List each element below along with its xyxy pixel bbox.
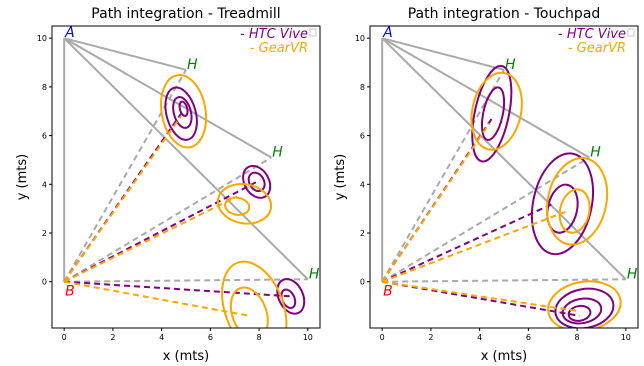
plot-area xyxy=(381,37,627,328)
x-tick-label: 10 xyxy=(621,333,631,342)
point-label-H-2: H xyxy=(627,266,638,282)
series-1-ellipse-1-1 xyxy=(558,188,591,234)
point-label-H-0: H xyxy=(505,57,516,73)
path-line-B-to-H2 xyxy=(64,278,308,283)
series-1-estimate-line-0 xyxy=(63,115,182,283)
series-1-estimate-line-2 xyxy=(382,280,578,312)
x-tick-label: 8 xyxy=(257,333,262,342)
plot-frame xyxy=(51,25,321,329)
y-tick-label: 10 xyxy=(355,34,365,43)
path-line-B-to-H0 xyxy=(381,69,505,283)
series-1-ellipse-2-0 xyxy=(221,260,288,328)
series-1-ellipse-0-0 xyxy=(160,74,208,149)
series-1-estimate-line-1 xyxy=(63,195,238,283)
y-tick-label: 2 xyxy=(42,229,47,238)
series-0-ellipse-0-0 xyxy=(164,86,198,141)
series-1-ellipse-1-0 xyxy=(546,157,609,246)
series-0-estimate-line-1 xyxy=(63,180,258,283)
x-tick-label: 8 xyxy=(575,333,580,342)
x-axis-label: x (mts) xyxy=(163,349,210,364)
chart-title: Path integration - Treadmill xyxy=(91,6,280,22)
legend-entry-htc-vive: - HTC Vive xyxy=(240,27,308,42)
legend-entry-gearvr: - GearVR xyxy=(568,41,626,56)
legend-box-icon xyxy=(309,28,317,37)
y-axis-label: y (mts) xyxy=(333,154,348,201)
chart-panel-0: Path integration - Treadmill A B H H H 0 2 4 6 8 10… xyxy=(15,6,321,364)
x-tick-label: 2 xyxy=(110,333,115,342)
y-tick-label: 10 xyxy=(37,34,47,43)
legend-entry-htc-vive: - HTC Vive xyxy=(558,27,626,42)
point-label-H-0: H xyxy=(187,57,198,73)
x-tick-label: 4 xyxy=(477,333,482,342)
x-tick-label: 4 xyxy=(159,333,164,342)
chart-title: Path integration - Touchpad xyxy=(408,6,601,22)
series-0-ellipse-1-1 xyxy=(546,183,579,234)
path-line-B-to-H0 xyxy=(63,69,187,283)
chart-panel-1: Path integration - Touchpad A B H H H 0 2 4 6 8 10 0… xyxy=(333,6,639,364)
series-0-ellipse-2-2 xyxy=(567,304,592,322)
point-label-H-1: H xyxy=(590,145,601,161)
y-tick-label: 2 xyxy=(360,229,365,238)
point-label-B: B xyxy=(383,284,393,300)
legend-entry-gearvr: - GearVR xyxy=(250,41,308,56)
series-0-ellipse-0-1 xyxy=(480,86,506,141)
series-0-ellipse-2-0 xyxy=(276,278,306,315)
y-tick-label: 6 xyxy=(360,132,365,141)
y-tick-label: 4 xyxy=(42,180,47,189)
series-1-ellipse-0-0 xyxy=(470,71,523,151)
series-0-ellipse-1-0 xyxy=(242,164,272,199)
x-tick-label: 2 xyxy=(428,333,433,342)
x-tick-label: 6 xyxy=(526,333,531,342)
series-0-ellipse-0-1 xyxy=(172,96,193,129)
path-line-B-to-H1 xyxy=(381,156,590,283)
path-line-B-to-H1 xyxy=(63,156,272,283)
y-tick-label: 0 xyxy=(42,278,47,287)
series-0-ellipse-0-0 xyxy=(471,64,513,163)
y-tick-label: 8 xyxy=(42,83,47,92)
y-tick-label: 4 xyxy=(360,180,365,189)
series-1-ellipse-2-0 xyxy=(547,280,622,328)
series-1-estimate-line-2 xyxy=(64,280,250,317)
x-tick-label: 6 xyxy=(208,333,213,342)
x-tick-label: 0 xyxy=(62,333,67,342)
path-line-A-to-H2 xyxy=(381,37,627,281)
series-1-ellipse-1-0 xyxy=(216,183,273,225)
plot-frame xyxy=(369,25,639,329)
y-axis-label: y (mts) xyxy=(15,154,30,201)
series-1-estimate-line-1 xyxy=(381,210,568,283)
path-line-A-to-H0 xyxy=(381,37,505,71)
series-1-estimate-line-0 xyxy=(381,122,491,283)
series-1-ellipse-1-1 xyxy=(224,196,251,216)
path-line-A-to-H2 xyxy=(63,37,309,281)
point-label-H-2: H xyxy=(309,266,320,282)
path-line-B-to-H2 xyxy=(382,278,626,283)
point-label-B: B xyxy=(65,284,75,300)
legend-box-icon xyxy=(627,28,635,37)
series-0-ellipse-1-0 xyxy=(530,152,594,256)
series-1-ellipse-2-1 xyxy=(229,286,269,328)
point-label-A: A xyxy=(382,25,393,41)
point-label-H-1: H xyxy=(272,145,283,161)
path-line-A-to-H0 xyxy=(63,37,187,71)
y-tick-label: 8 xyxy=(360,83,365,92)
point-label-A: A xyxy=(64,25,75,41)
plot-area xyxy=(63,37,309,328)
series-0-estimate-line-1 xyxy=(381,202,554,283)
series-0-ellipse-0-2 xyxy=(178,100,189,117)
series-0-estimate-line-2 xyxy=(64,280,291,298)
y-tick-label: 6 xyxy=(42,132,47,141)
path-line-A-to-H1 xyxy=(63,37,272,159)
path-line-A-to-H1 xyxy=(381,37,590,159)
x-tick-label: 0 xyxy=(380,333,385,342)
series-0-ellipse-2-1 xyxy=(561,297,603,325)
x-tick-label: 10 xyxy=(303,333,313,342)
y-tick-label: 0 xyxy=(360,278,365,287)
x-axis-label: x (mts) xyxy=(481,349,528,364)
